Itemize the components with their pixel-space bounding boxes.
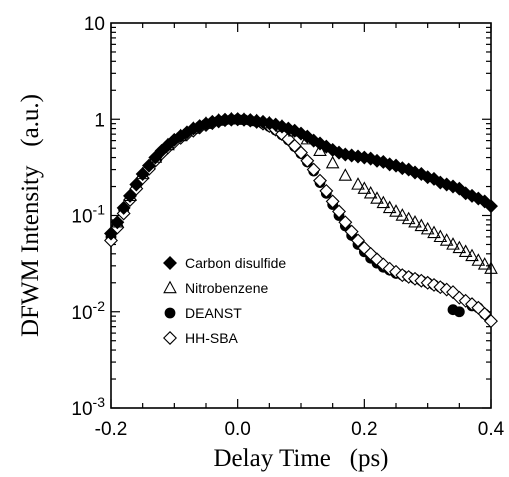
data-point <box>471 253 486 266</box>
data-point <box>344 224 359 239</box>
legend-marker <box>163 280 177 294</box>
series-layer <box>104 111 498 329</box>
data-point <box>325 194 340 209</box>
data-point <box>433 229 448 243</box>
data-point <box>458 244 473 257</box>
data-point <box>395 208 410 221</box>
data-point <box>477 257 492 270</box>
data-point <box>389 204 403 217</box>
data-point <box>129 177 144 192</box>
y-axis-label: DFWM Intensity (a.u.) <box>17 94 44 337</box>
x-tick-labels: -0.2 0.0 0.2 0.4 <box>95 419 505 440</box>
data-point <box>332 204 346 219</box>
data-point <box>104 233 118 248</box>
x-tick-label: 0.4 <box>478 419 505 440</box>
data-point <box>382 200 397 214</box>
data-point <box>439 233 454 246</box>
plot-frame <box>110 22 492 409</box>
legend-marker <box>163 256 177 270</box>
data-point <box>357 181 372 194</box>
x-axis-label: Delay Time (ps) <box>214 445 389 472</box>
data-point <box>116 200 131 215</box>
data-point <box>465 248 479 262</box>
data-point <box>414 218 429 232</box>
data-point <box>477 306 492 321</box>
legend: Carbon disulfide Nitrobenzene DEANST HH-SBA <box>163 255 286 346</box>
data-point <box>452 240 467 254</box>
legend-label: DEANST <box>185 305 242 321</box>
data-point <box>427 225 441 239</box>
data-point <box>484 261 498 274</box>
legend-item: HH-SBA <box>163 330 239 346</box>
legend-label: Nitrobenzene <box>185 280 268 296</box>
data-point <box>484 199 498 214</box>
data-point <box>351 233 365 248</box>
data-point <box>370 191 384 204</box>
x-tick-label: 0.2 <box>351 419 377 440</box>
y-tick-label: 10 <box>84 14 105 35</box>
y-tick-label: 10-3 <box>71 394 105 420</box>
x-tick-label: 0.0 <box>224 419 250 440</box>
y-tick-label: 10-2 <box>71 298 105 324</box>
legend-label: Carbon disulfide <box>185 255 286 271</box>
y-tick-labels: 10 1 10-1 10-2 10-3 <box>71 14 105 420</box>
data-point <box>135 167 150 181</box>
data-point <box>351 177 365 190</box>
legend-label: HH-SBA <box>185 330 239 346</box>
legend-marker <box>164 307 176 319</box>
data-point <box>294 145 308 160</box>
data-point <box>477 194 492 209</box>
data-point <box>401 211 416 225</box>
y-tick-label: 10-1 <box>71 202 105 228</box>
legend-item: Nitrobenzene <box>163 280 268 296</box>
data-point <box>313 173 327 188</box>
data-point <box>363 185 378 199</box>
y-tick-label: 1 <box>94 110 105 131</box>
legend-item: Carbon disulfide <box>163 255 286 271</box>
data-point <box>338 168 353 181</box>
x-tick-label: -0.2 <box>95 419 128 440</box>
series-carbon-disulfide <box>104 112 498 241</box>
data-point <box>420 221 435 235</box>
data-point <box>104 226 118 241</box>
legend-marker <box>163 331 177 345</box>
data-point <box>376 195 391 209</box>
data-point <box>110 215 125 230</box>
data-point <box>338 215 353 230</box>
data-point <box>453 306 465 318</box>
data-point <box>123 188 137 203</box>
data-point <box>300 153 315 168</box>
axis-ticks <box>110 23 492 409</box>
data-point <box>408 214 422 228</box>
data-point <box>319 183 334 198</box>
data-point <box>325 155 340 169</box>
legend-item: DEANST <box>164 305 242 321</box>
data-point <box>306 162 321 177</box>
data-point <box>142 158 156 173</box>
data-point <box>446 237 460 250</box>
data-point <box>484 314 498 329</box>
